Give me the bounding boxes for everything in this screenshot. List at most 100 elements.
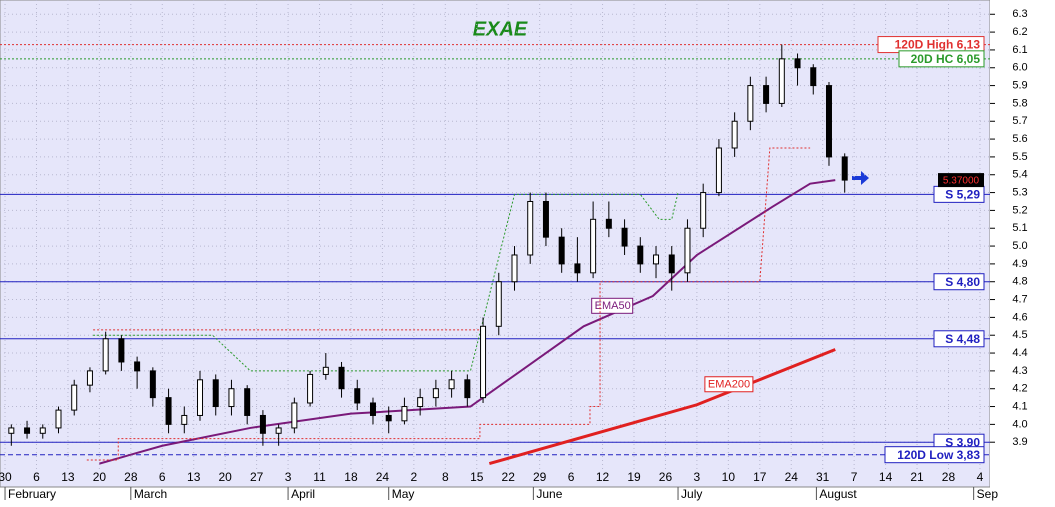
level-label: 20D HC 6,05 xyxy=(911,52,981,66)
month-label: July xyxy=(681,487,702,501)
y-tick-label: 4.5 xyxy=(1012,329,1027,341)
candle-body xyxy=(605,218,612,229)
x-tick-label: 7 xyxy=(851,470,858,484)
candle-body xyxy=(495,281,502,327)
candle-body xyxy=(291,402,298,429)
candle-body xyxy=(401,406,408,422)
y-tick-label: 5.8 xyxy=(1012,97,1027,109)
month-label: May xyxy=(392,487,415,501)
candle-body xyxy=(39,427,46,434)
indicator-line xyxy=(99,179,836,465)
level-label-box xyxy=(898,50,985,68)
month-label: April xyxy=(291,487,315,501)
candle-body xyxy=(369,402,376,416)
y-tick-label: 5.1 xyxy=(1012,222,1027,234)
month-label: March xyxy=(134,487,167,501)
candle-body xyxy=(763,85,770,104)
level-label-box xyxy=(884,446,985,464)
candle-body xyxy=(71,384,78,411)
level-label-box xyxy=(933,273,985,291)
level-label: S 4,48 xyxy=(945,332,980,346)
candle-body xyxy=(480,325,487,399)
y-tick-label: 4.6 xyxy=(1012,311,1027,323)
y-tick-label: 4.7 xyxy=(1012,293,1027,305)
level-label: S 3,90 xyxy=(945,435,980,449)
x-tick-label: 8 xyxy=(442,470,449,484)
candle-body xyxy=(165,397,172,425)
month-label: August xyxy=(819,487,857,501)
y-tick-label: 4.4 xyxy=(1012,347,1027,359)
x-tick-label: 18 xyxy=(344,470,358,484)
x-tick-label: 13 xyxy=(61,470,75,484)
y-tick-label: 5.3 xyxy=(1012,186,1027,198)
candle-body xyxy=(197,379,204,416)
candle-body xyxy=(542,200,549,238)
y-tick-label: 5.9 xyxy=(1012,79,1027,91)
candle-body xyxy=(684,227,691,274)
x-tick-label: 21 xyxy=(910,470,924,484)
x-tick-label: 19 xyxy=(627,470,641,484)
chart-title: EXAE xyxy=(473,18,528,40)
month-label: June xyxy=(536,487,562,501)
x-tick-label: 20 xyxy=(93,470,107,484)
candle-body xyxy=(511,254,518,283)
candle-body xyxy=(810,67,817,87)
candle-body xyxy=(322,366,329,375)
y-tick-label: 4.9 xyxy=(1012,258,1027,270)
candle-body xyxy=(778,58,785,104)
x-tick-label: 20 xyxy=(218,470,232,484)
y-tick-label: 5.2 xyxy=(1012,204,1027,216)
candle-body xyxy=(181,414,188,425)
candle-body xyxy=(259,414,266,434)
x-tick-label: 3 xyxy=(694,470,701,484)
candle-body xyxy=(715,147,722,194)
y-tick-label: 6.3 xyxy=(1012,8,1027,20)
x-tick-label: 4 xyxy=(977,470,984,484)
y-tick-label: 5.7 xyxy=(1012,115,1027,127)
candle-body xyxy=(448,379,455,390)
candle-body xyxy=(558,236,565,265)
candle-body xyxy=(385,414,392,422)
y-tick-label: 5.0 xyxy=(1012,240,1027,252)
x-tick-label: 12 xyxy=(596,470,610,484)
x-tick-label: 13 xyxy=(187,470,201,484)
x-tick-label: 30 xyxy=(0,470,12,484)
x-tick-label: 14 xyxy=(879,470,893,484)
line-label: EMA50 xyxy=(595,300,631,312)
x-tick-label: 28 xyxy=(124,470,138,484)
x-tick-label: 26 xyxy=(659,470,673,484)
month-label: February xyxy=(8,487,56,501)
y-tick-label: 4.2 xyxy=(1012,383,1027,395)
y-tick-label: 3.9 xyxy=(1012,436,1027,448)
candle-body xyxy=(747,85,754,122)
candle-body xyxy=(102,338,109,372)
candle-body xyxy=(417,397,424,408)
x-tick-label: 27 xyxy=(250,470,264,484)
y-tick-label: 6.1 xyxy=(1012,44,1027,56)
y-tick-label: 5.6 xyxy=(1012,133,1027,145)
x-tick-label: 2 xyxy=(411,470,418,484)
level-label: 120D Low 3,83 xyxy=(897,448,980,462)
level-label: S 5,29 xyxy=(945,188,980,202)
candle-body xyxy=(307,373,314,404)
candle-body xyxy=(574,263,581,274)
candle-body xyxy=(731,120,738,149)
candle-body xyxy=(244,388,251,416)
y-tick-label: 4.1 xyxy=(1012,400,1027,412)
y-tick-label: 4.0 xyxy=(1012,418,1027,430)
indicator-line xyxy=(93,192,679,372)
candle-body xyxy=(228,388,235,408)
plot-area xyxy=(0,0,991,488)
candle-body xyxy=(464,379,471,399)
y-axis-area xyxy=(990,0,1055,507)
candle-body xyxy=(668,254,675,274)
y-tick-label: 5.4 xyxy=(1012,169,1027,181)
candle-body xyxy=(700,192,707,229)
candle-body xyxy=(338,366,345,390)
x-tick-label: 3 xyxy=(285,470,292,484)
candle-body xyxy=(432,388,439,399)
x-tick-label: 29 xyxy=(533,470,547,484)
candle-body xyxy=(653,254,660,265)
y-tick-label: 6.2 xyxy=(1012,26,1027,38)
candle-body xyxy=(134,361,141,372)
